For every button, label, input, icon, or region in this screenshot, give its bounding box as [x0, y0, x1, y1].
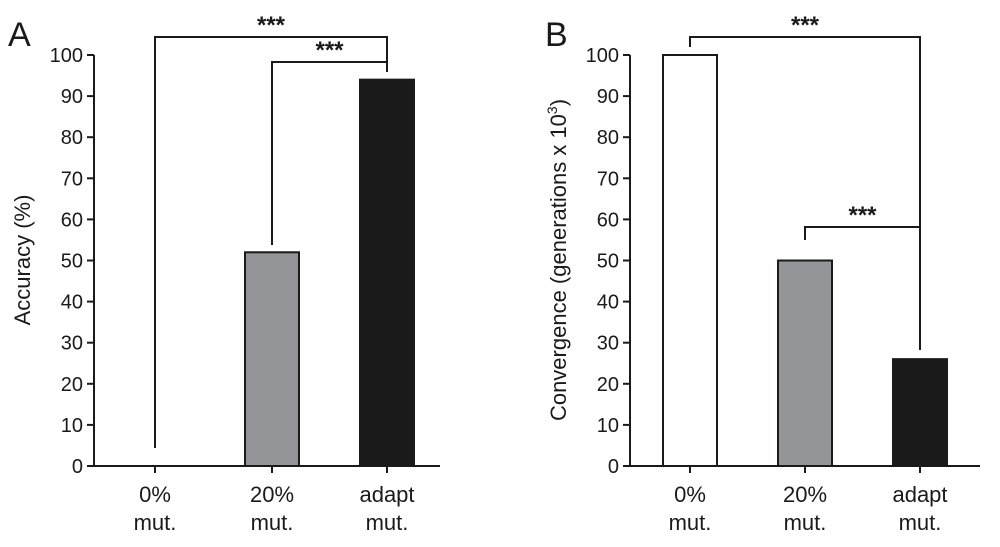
panel-b-y-tick-label: 70 — [597, 168, 619, 190]
panel-a-x-tick-label-line: 20% — [250, 482, 294, 507]
panel-a-y-tick-label: 10 — [61, 415, 83, 437]
panel-a-y-tick-label: 80 — [61, 127, 83, 149]
panel-a-y-tick-label: 100 — [50, 45, 83, 67]
panel-b-x-tick-label-line: mut. — [669, 510, 712, 535]
panel-a-y-tick-label: 0 — [72, 456, 83, 478]
panel-b-x-tick-label-line: 0% — [674, 482, 706, 507]
panel-a-x-tick-label: 0% mut. — [134, 482, 177, 535]
panel-a-bar — [359, 78, 415, 467]
panel-b-significance-label: *** — [791, 12, 820, 39]
panel-a-y-axis-label: Accuracy (%) — [10, 195, 35, 326]
panel-b-y-tick-label: 80 — [597, 127, 619, 149]
panel-b-y-axis-label-end: ) — [546, 99, 571, 106]
panel-a-x-tick-label-line: adapt — [359, 482, 414, 507]
panel-b-x-tick-label: 20% mut. — [783, 482, 827, 535]
panel-b-x-tick-label: adapt mut. — [892, 482, 947, 535]
panel-b-x-tick-label-line: adapt — [892, 482, 947, 507]
panel-b-bar — [777, 259, 833, 467]
panel-a-y-tick-label: 30 — [61, 333, 83, 355]
panel-b-bar — [662, 54, 718, 467]
panel-a-significance-label: *** — [315, 37, 344, 64]
panel-b-y-tick-label: 10 — [597, 415, 619, 437]
panel-b-y-axis-label-superscript: 3 — [544, 106, 560, 114]
panel-b-y-tick-label: 50 — [597, 251, 619, 273]
panel-a-bar — [244, 251, 300, 467]
panel-b-y-tick-label: 0 — [608, 456, 619, 478]
panel-b-y-tick-label: 100 — [586, 45, 619, 67]
panel-a-x-tick-label-line: 0% — [139, 482, 171, 507]
panel-b-significance-bracket — [804, 226, 921, 346]
panel-a-x-tick-label-line: mut. — [251, 510, 294, 535]
panel-b-letter: B — [545, 16, 568, 54]
panel-a-y-tick-label: 60 — [61, 209, 83, 231]
panel-b-y-tick-label: 40 — [597, 292, 619, 314]
panel-b-x-tick-label: 0% mut. — [669, 482, 712, 535]
panel-b-x-tick-label-line: mut. — [784, 510, 827, 535]
panel-a-y-tick-label: 40 — [61, 292, 83, 314]
panel-b-y-tick-label: 90 — [597, 86, 619, 108]
panel-b-y-tick-label: 60 — [597, 209, 619, 231]
panel-a-significance-bracket — [154, 36, 388, 448]
panel-a-y-tick-label: 90 — [61, 86, 83, 108]
panel-a-significance-label: *** — [257, 12, 286, 39]
panel-a-y-tick-label: 50 — [61, 251, 83, 273]
panel-a-x-tick-label-line: mut. — [366, 510, 409, 535]
panel-b-x-tick-label-line: mut. — [899, 510, 942, 535]
panel-a-x-tick-label: adapt mut. — [359, 482, 414, 535]
panel-b-y-axis-label-main: Convergence (generations x 10 — [546, 114, 571, 421]
panel-a-x-tick-label-line: mut. — [134, 510, 177, 535]
panel-b-bar — [892, 358, 948, 468]
panel-b-x-tick-label-line: 20% — [783, 482, 827, 507]
panel-a-x-tick-label: 20% mut. — [250, 482, 294, 535]
panel-a-letter: A — [8, 16, 31, 54]
panel-a-y-tick-label: 70 — [61, 168, 83, 190]
panel-a-significance-bracket — [271, 61, 388, 245]
panel-b-y-tick-label: 30 — [597, 333, 619, 355]
panel-b-y-tick-label: 20 — [597, 374, 619, 396]
panel-b-y-axis-label: Convergence (generations x 103) — [544, 99, 571, 421]
panel-b-significance-bracket — [689, 36, 921, 350]
panel-a-y-tick-label: 20 — [61, 374, 83, 396]
panel-b-significance-label: *** — [848, 202, 877, 229]
